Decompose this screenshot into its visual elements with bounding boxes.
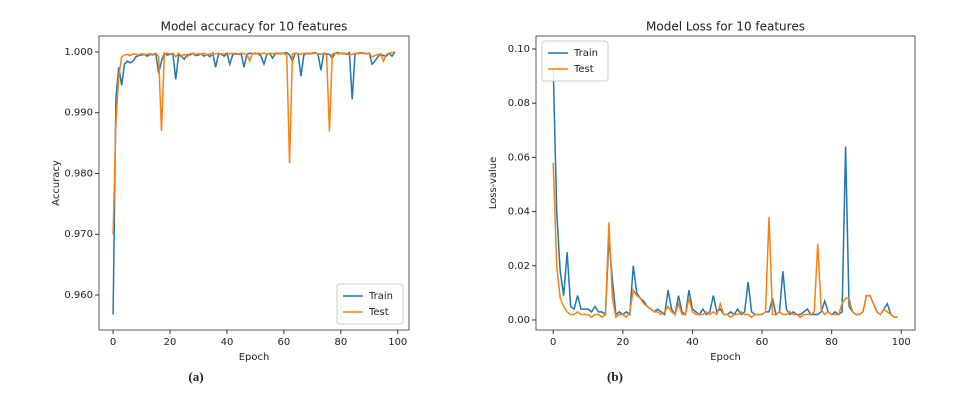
y-tick-label: 0.04 (508, 207, 530, 218)
x-tick-label: 80 (825, 337, 838, 348)
caption: (b) (607, 369, 623, 384)
x-tick-label: 20 (164, 337, 177, 348)
x-tick-label: 80 (334, 337, 347, 348)
series-line (552, 162, 898, 319)
legend-label: Train (573, 48, 598, 59)
caption: (a) (188, 369, 203, 384)
x-tick-label: 60 (278, 337, 291, 348)
y-tick-label: 0.06 (508, 152, 530, 163)
legend-label: Test (368, 307, 389, 318)
series-line (112, 51, 396, 235)
chart-title: Model accuracy for 10 features (161, 20, 348, 34)
y-tick-label: 0.08 (508, 98, 530, 109)
legend-box (541, 40, 609, 82)
chart-title: Model Loss for 10 features (646, 20, 805, 34)
x-tick-label: 60 (756, 337, 769, 348)
series-line (552, 67, 898, 319)
y-tick-label: 0.980 (64, 168, 93, 179)
y-tick-label: 0.00 (508, 315, 530, 326)
y-tick-label: 1.000 (64, 47, 93, 58)
x-axis-label: Epoch (239, 352, 270, 363)
legend-box (336, 283, 404, 325)
x-tick-label: 100 (892, 337, 911, 348)
y-axis-label: Accuracy (51, 160, 62, 206)
y-tick-label: 0.02 (508, 261, 530, 272)
y-tick-label: 0.960 (64, 290, 93, 301)
x-tick-label: 0 (110, 337, 116, 348)
x-axis-label: Epoch (710, 352, 741, 363)
x-tick-label: 20 (616, 337, 629, 348)
axes-frame (98, 35, 410, 331)
y-axis-label: Loss-value (488, 157, 499, 210)
axes-frame (535, 35, 916, 331)
series-line (112, 51, 396, 315)
x-tick-label: 40 (221, 337, 234, 348)
x-tick-label: 100 (388, 337, 407, 348)
y-tick-label: 0.970 (64, 229, 93, 240)
x-tick-label: 40 (686, 337, 699, 348)
legend-label: Train (368, 291, 393, 302)
x-tick-label: 0 (550, 337, 556, 348)
y-tick-label: 0.990 (64, 108, 93, 119)
legend-label: Test (573, 64, 594, 75)
y-tick-label: 0.10 (508, 44, 530, 55)
